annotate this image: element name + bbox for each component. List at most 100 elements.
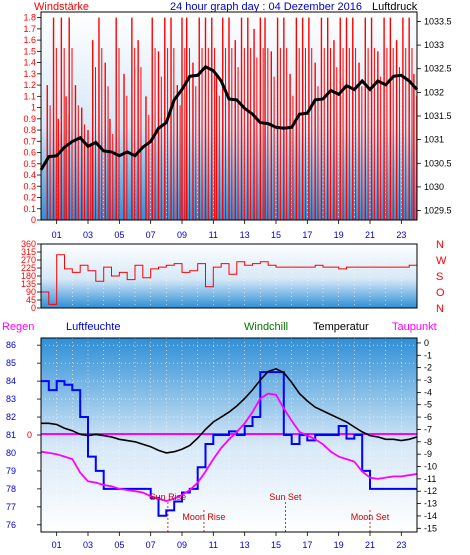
hour-tick-label: 13 — [240, 540, 250, 550]
hour-tick-label: 15 — [271, 540, 281, 550]
graph-title: 24 hour graph day : 04 Dezember 2016 — [170, 1, 362, 13]
direction-tick-label: 45 — [26, 295, 36, 305]
direction-tick-label: 360 — [21, 239, 36, 249]
hour-tick-label: 01 — [52, 230, 62, 240]
temperature-tick-label: -11 — [424, 474, 436, 484]
wind-tick-label: 1.4 — [23, 58, 36, 68]
wind-pressure-chart: 1.81.71.61.5 1.41.31.21.1 10.90.80.7 0.60.5… — [23, 11, 452, 240]
temperature-tick-label: -10 — [424, 462, 437, 472]
pressure-tick-label: 1030 — [424, 182, 444, 192]
hour-tick-label: 19 — [334, 540, 344, 550]
direction-tick-label: 270 — [21, 255, 36, 265]
humidity-tick-label: 82 — [6, 412, 16, 422]
event-label: Sun Set — [269, 492, 302, 502]
humidity-tick-label: 78 — [6, 484, 16, 494]
wind-tick-label: 0.6 — [23, 148, 36, 158]
dewpoint-series — [40, 392, 418, 503]
wind-tick-label: 0.3 — [23, 181, 36, 191]
hour-tick-label: 13 — [240, 230, 250, 240]
direction-tick-label: 180 — [21, 271, 36, 281]
hour-tick-label: 15 — [271, 230, 281, 240]
direction-tick-label: 90 — [26, 287, 36, 297]
wind-tick-label: 0 — [31, 215, 36, 225]
legend-rain: Regen — [2, 321, 34, 333]
wind-speed-label: Windstärke — [34, 1, 89, 13]
temperature-tick-label: -13 — [424, 499, 437, 509]
humidity-axis: 86 85 84 83 82 81 80 79 78 77 76 — [6, 340, 41, 530]
legend-humidity: Luftfeuchte — [66, 321, 120, 333]
legend-dewpoint: Taupunkt — [392, 321, 437, 333]
direction-tick-label: 0 — [31, 303, 36, 313]
wind-tick-label: 1.7 — [23, 24, 36, 34]
wind-direction-series — [41, 254, 418, 305]
time-axis: 01 03 05 07 09 11 13 15 17 19 21 23 — [52, 532, 406, 550]
pressure-tick-label: 1031 — [424, 135, 444, 145]
humidity-tick-label: 83 — [6, 394, 16, 404]
humidity-tick-label: 86 — [6, 340, 16, 350]
pressure-tick-label: 1033.5 — [424, 16, 452, 26]
hour-tick-label: 11 — [209, 540, 218, 550]
hour-tick-label: 17 — [302, 230, 312, 240]
compass-label: N — [436, 303, 444, 315]
hour-tick-label: 09 — [177, 230, 187, 240]
hour-tick-label: 07 — [146, 540, 156, 550]
hour-tick-label: 23 — [396, 540, 406, 550]
temperature-tick-label: -12 — [424, 486, 437, 496]
hour-tick-label: 01 — [52, 540, 62, 550]
compass-label: N — [436, 239, 444, 251]
wind-tick-label: 1 — [31, 103, 36, 113]
weather-legend: Regen Luftfeuchte Windchill Temperatur T… — [2, 321, 437, 333]
hour-tick-label: 05 — [114, 230, 124, 240]
temperature-tick-label: -5 — [424, 400, 432, 410]
compass-label: O — [436, 287, 445, 299]
event-label: Sun Rise — [150, 492, 187, 502]
hour-tick-label: 05 — [114, 540, 124, 550]
humidity-tick-label: 85 — [6, 358, 16, 368]
direction-tick-label: 225 — [21, 263, 36, 273]
pressure-label: Luftdruck — [372, 1, 418, 13]
temperature-tick-label: -8 — [424, 437, 432, 447]
wind-tick-label: 1.1 — [23, 91, 36, 101]
wind-tick-label: 1.3 — [23, 69, 36, 79]
hour-tick-label: 21 — [365, 230, 375, 240]
humidity-tick-label: 79 — [6, 466, 16, 476]
temperature-tick-label: -15 — [424, 523, 437, 533]
wind-tick-label: 1.6 — [23, 35, 36, 45]
wind-tick-label: 1.5 — [23, 46, 36, 56]
event-label: Moon Rise — [182, 512, 225, 522]
pressure-tick-label: 1032.5 — [424, 64, 452, 74]
temperature-tick-label: -3 — [424, 375, 432, 385]
humidity-tick-label: 80 — [6, 448, 16, 458]
wind-tick-label: 0.7 — [23, 136, 36, 146]
humidity-tick-label: 77 — [6, 502, 16, 512]
wind-tick-label: 1.2 — [23, 80, 36, 90]
temperature-tick-label: -2 — [424, 363, 432, 373]
hour-tick-label: 21 — [365, 540, 375, 550]
legend-temperature: Temperatur — [313, 321, 369, 333]
wind-tick-label: 0.5 — [23, 159, 36, 169]
hour-tick-label: 03 — [83, 540, 93, 550]
wind-axis: 1.81.71.61.5 1.41.31.21.1 10.90.80.7 0.60.5… — [23, 13, 41, 225]
pressure-tick-label: 1031.5 — [424, 111, 452, 121]
wind-tick-label: 0.1 — [23, 204, 36, 214]
humidity-tick-label: 76 — [6, 520, 16, 530]
temperature-tick-label: -14 — [424, 511, 437, 521]
pressure-tick-label: 1030.5 — [424, 158, 452, 168]
temperature-tick-label: -1 — [424, 350, 432, 360]
humidity-series — [41, 371, 417, 517]
panel-border — [40, 337, 418, 533]
wind-tick-label: 0.8 — [23, 125, 36, 135]
direction-tick-label: 135 — [21, 279, 36, 289]
temperature-tick-label: 0 — [424, 338, 429, 348]
temperature-axis: 0 -1 -2 -3 -4 -5 -6 -7 -8 -9 -10 -11 -12 -13 -14 -15 — [417, 338, 437, 533]
hour-tick-label: 23 — [396, 230, 406, 240]
rain-axis-label: 0 — [27, 430, 32, 440]
temperature-tick-label: -7 — [424, 424, 432, 434]
temperature-series — [41, 368, 418, 454]
astronomy-events: Sun Rise Moon Rise Sun Set Moon Set — [150, 492, 390, 532]
